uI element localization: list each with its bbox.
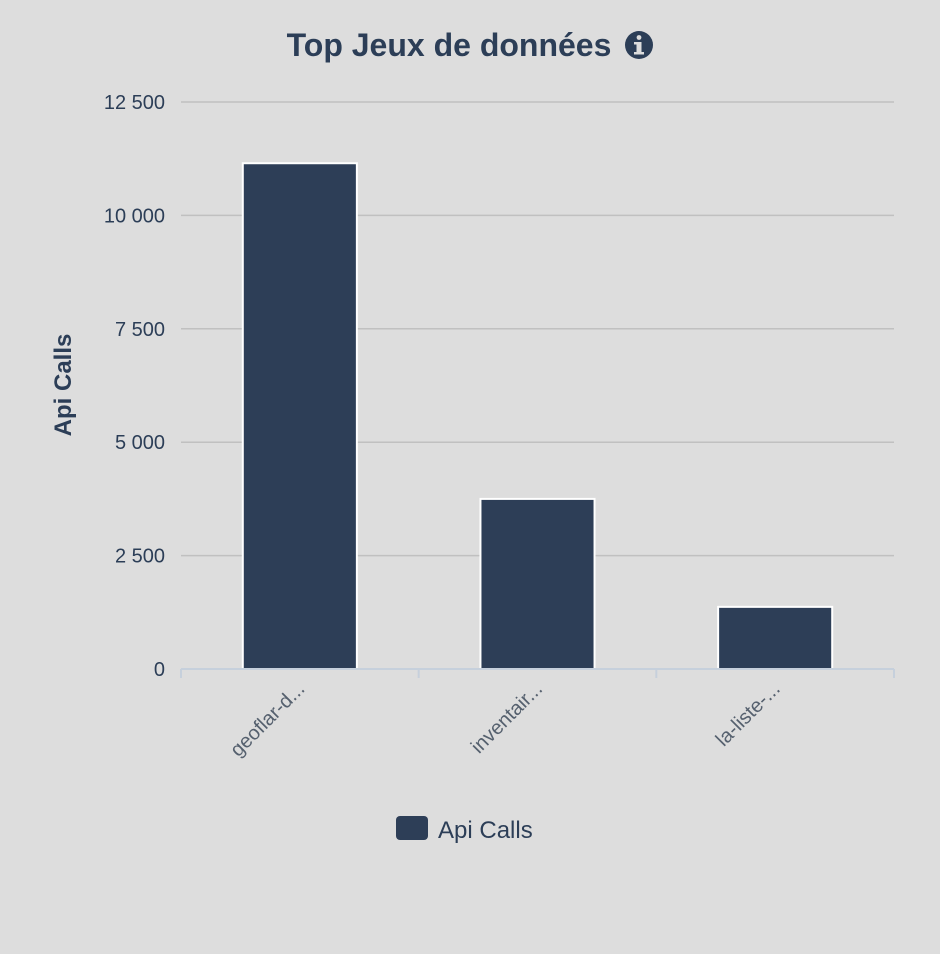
x-category-label: la-liste-...	[712, 678, 785, 751]
y-tick-label: 2 500	[115, 546, 165, 568]
y-tick-label: 12 500	[104, 92, 165, 114]
bar-1[interactable]	[241, 162, 358, 670]
bar-2[interactable]	[479, 497, 596, 670]
y-tick-label: 7 500	[115, 319, 165, 341]
chart-title-group: Top Jeux de données	[287, 27, 653, 63]
y-tick-label: 0	[154, 659, 165, 681]
bar-3[interactable]	[717, 605, 834, 671]
legend[interactable]: Api Calls	[396, 816, 533, 844]
y-tick-label: 5 000	[115, 432, 165, 454]
x-axis	[180, 668, 895, 678]
y-axis-title: Api Calls	[50, 334, 77, 437]
y-axis-ticks: 0 2 500 5 000 7 500 10 000 12 500	[104, 92, 165, 681]
x-axis-labels: geoflar-d... inventair... la-liste-...	[226, 678, 784, 761]
y-tick-label: 10 000	[104, 205, 165, 227]
info-circle-icon[interactable]	[625, 31, 653, 59]
bars	[241, 162, 834, 671]
chart-title: Top Jeux de données	[287, 27, 612, 63]
x-category-label: geoflar-d...	[226, 678, 309, 761]
x-category-label: inventair...	[467, 678, 547, 758]
legend-label: Api Calls	[438, 817, 533, 844]
legend-swatch	[396, 816, 428, 840]
